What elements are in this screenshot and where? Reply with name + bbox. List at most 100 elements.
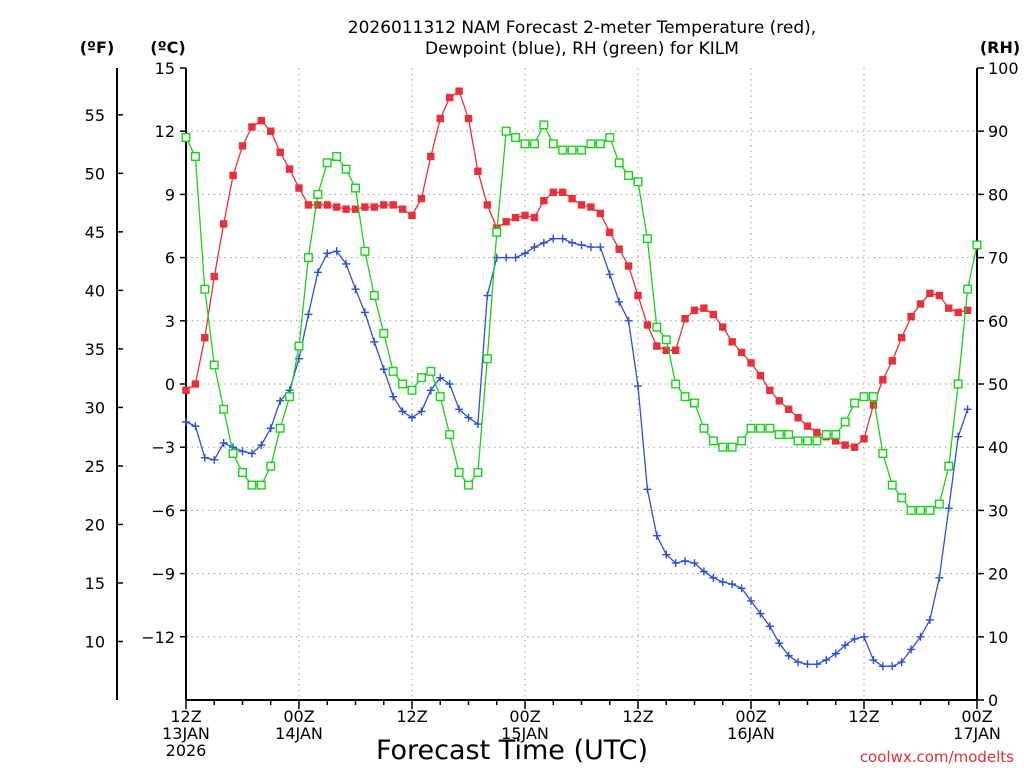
temperature-point [587, 203, 595, 211]
celsius-unit-label: (ºC) [150, 38, 185, 57]
celsius-tick-label: 9 [165, 185, 175, 204]
rh-point [529, 139, 539, 149]
dewpoint-point [511, 253, 520, 262]
temperature-point [304, 201, 313, 209]
rh-tick-label: 10 [988, 628, 1008, 647]
dewpoint-point [276, 396, 285, 405]
x-tick-label: 00Z [735, 707, 766, 726]
rh-tick-label: 0 [988, 691, 998, 710]
temperature-point [596, 209, 605, 218]
temperature-point [558, 188, 567, 196]
temperature-point [351, 205, 360, 213]
rh-point [897, 493, 907, 503]
temperature-point [690, 306, 699, 314]
rh-point [878, 449, 888, 459]
rh-point [548, 139, 558, 149]
dewpoint-point [521, 249, 529, 258]
dewpoint-point [615, 297, 624, 306]
rh-point [190, 151, 200, 161]
rh-point [868, 392, 878, 402]
rh-point [285, 392, 295, 402]
rh-point [539, 120, 549, 130]
temperature-point [568, 194, 576, 203]
rh-point [642, 234, 652, 244]
dewpoint-point [737, 584, 746, 593]
dewpoint-point [869, 655, 878, 664]
2-meter-temperature-line [185, 90, 968, 448]
rh-point [520, 139, 530, 149]
rh-point [614, 158, 624, 168]
rh-point [445, 430, 455, 440]
temperature-point [436, 114, 444, 123]
rh-tick-label: 50 [988, 375, 1008, 394]
data-series [181, 87, 982, 671]
temperature-point [332, 203, 341, 211]
rh-point [473, 467, 483, 477]
dewpoint-point [558, 234, 567, 243]
chart-axes: 15129630−3−6−9−1255504540353025201510100… [85, 59, 1019, 760]
temperature-point [511, 213, 520, 222]
relative-humidity-line [185, 123, 978, 512]
dewpoint-point [219, 438, 228, 447]
dewpoint-point [436, 373, 445, 382]
rh-point [407, 385, 417, 395]
rh-point [511, 133, 521, 143]
rh-point [398, 379, 408, 389]
x-tick-label: 12Z [848, 707, 879, 726]
dewpoint-point [944, 504, 953, 513]
x-tick-label: 00Z [961, 707, 992, 726]
temperature-point [662, 346, 670, 354]
celsius-tick-label: 15 [155, 59, 175, 78]
temperature-point [624, 262, 633, 270]
rh-point [680, 392, 690, 402]
temperature-point [361, 203, 369, 211]
rh-tick-label: 70 [988, 249, 1008, 268]
temperature-point [634, 291, 642, 300]
dewpoint-point [925, 615, 934, 624]
dewpoint-point [483, 291, 492, 300]
dewpoint-point [200, 453, 209, 462]
rh-point [755, 423, 765, 433]
dewpoint-point [539, 238, 548, 247]
temperature-point [549, 188, 557, 196]
x-tick-label: 14JAN [275, 724, 323, 743]
rh-point [360, 246, 370, 256]
temperature-point [897, 333, 906, 342]
rh-point [388, 366, 398, 376]
temperature-point [342, 205, 350, 213]
celsius-tick-label: −9 [151, 565, 175, 584]
temperature-point [813, 428, 821, 437]
temperature-point [483, 201, 492, 209]
temperature-point [577, 201, 586, 209]
temperature-point [926, 289, 934, 298]
rh-point [416, 373, 426, 383]
rh-point [266, 461, 276, 471]
fahrenheit-tick-label: 30 [85, 398, 105, 417]
dewpoint-point [888, 662, 897, 671]
temperature-point [606, 228, 614, 237]
rh-point [859, 392, 869, 402]
dewpoint-point [586, 243, 595, 252]
rh-point [605, 133, 615, 143]
rh-point [934, 499, 944, 509]
x-tick-label: 2026 [166, 741, 207, 760]
temperature-point [191, 380, 200, 388]
rh-point [765, 423, 775, 433]
temperature-point [248, 123, 256, 131]
rh-point [699, 423, 709, 433]
dewpoint-point [323, 249, 332, 258]
rh-tick-label: 20 [988, 565, 1008, 584]
x-tick-label: 00Z [509, 707, 540, 726]
celsius-tick-label: 6 [165, 249, 175, 268]
dewpoint-point [351, 285, 360, 294]
celsius-tick-label: −6 [151, 501, 175, 520]
dewpoint-point [850, 634, 859, 643]
dewpoint-point [304, 310, 313, 319]
rh-point [906, 505, 916, 515]
temperature-point [879, 376, 887, 384]
celsius-tick-label: 12 [155, 122, 175, 141]
dewpoint-point [935, 573, 944, 582]
credit-text: coolwx.com/modelts [860, 748, 1014, 766]
rh-point [332, 151, 342, 161]
